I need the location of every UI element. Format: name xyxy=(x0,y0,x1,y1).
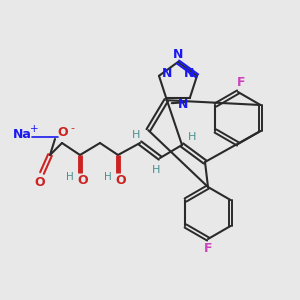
Text: +: + xyxy=(30,124,38,134)
Text: O: O xyxy=(35,176,45,188)
Text: O: O xyxy=(78,175,88,188)
Text: O: O xyxy=(116,175,126,188)
Text: O: O xyxy=(58,127,68,140)
Text: N: N xyxy=(162,67,172,80)
Text: F: F xyxy=(237,76,245,89)
Text: N: N xyxy=(184,67,194,80)
Text: H: H xyxy=(152,165,160,175)
Text: N: N xyxy=(173,49,183,62)
Text: Na: Na xyxy=(13,128,32,142)
Text: H: H xyxy=(66,172,74,182)
Text: H: H xyxy=(132,130,140,140)
Text: N: N xyxy=(178,98,188,111)
Text: -: - xyxy=(70,123,74,133)
Text: F: F xyxy=(204,242,212,254)
Text: H: H xyxy=(104,172,112,182)
Text: H: H xyxy=(188,132,196,142)
